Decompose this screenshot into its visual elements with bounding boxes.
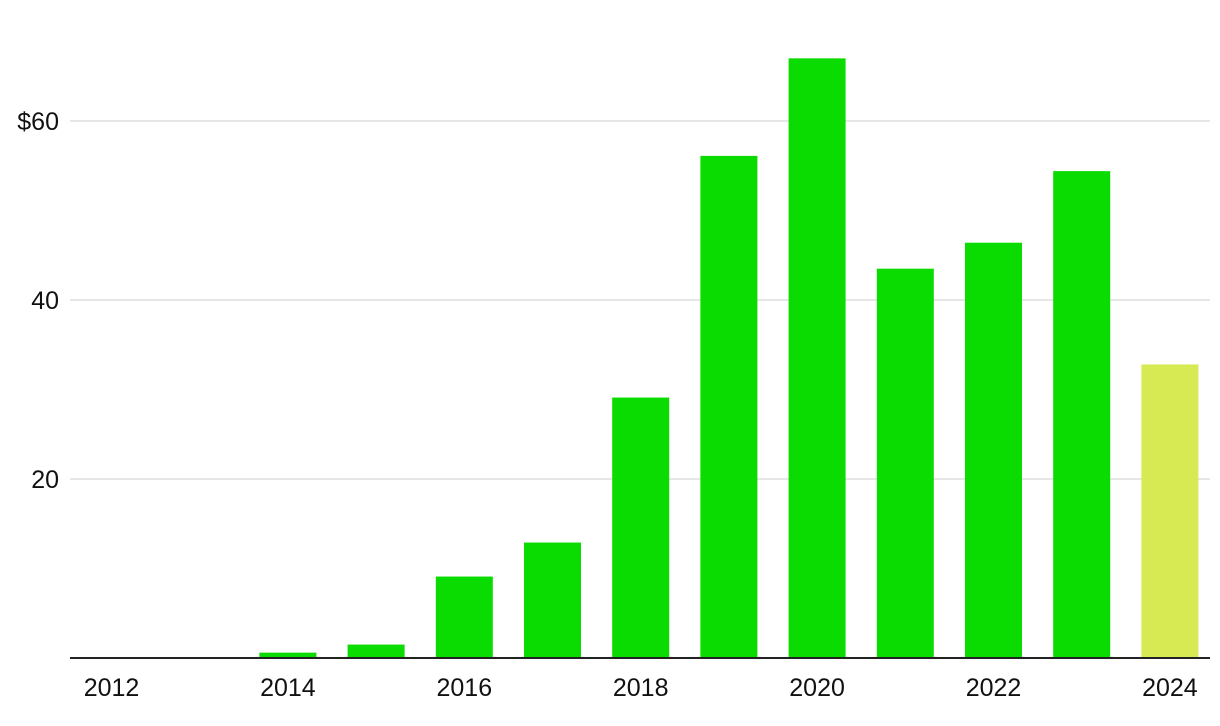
y-tick-label: $60 xyxy=(17,108,59,136)
bar-2023 xyxy=(1053,171,1111,658)
x-tick-label: 2020 xyxy=(789,674,845,702)
bars xyxy=(259,58,1199,659)
y-tick-label: 20 xyxy=(31,466,59,494)
x-tick-label: 2024 xyxy=(1142,674,1198,702)
bar-2021 xyxy=(876,268,934,658)
x-tick-label: 2014 xyxy=(260,674,316,702)
bar-2022 xyxy=(965,242,1022,658)
x-tick-label: 2022 xyxy=(966,674,1022,702)
bar-2024 xyxy=(1141,364,1199,658)
bar-2016 xyxy=(435,576,493,658)
x-axis-tick-labels: 2012 2014 2016 2018 2020 2022 2024 xyxy=(84,674,1198,702)
bar-2014 xyxy=(259,652,317,658)
bar-2018 xyxy=(612,397,670,658)
y-tick-label: 40 xyxy=(31,287,59,315)
bar-2019 xyxy=(700,155,758,658)
y-axis-tick-labels: 20 40 $60 xyxy=(17,108,59,494)
x-tick-label: 2016 xyxy=(436,674,492,702)
bar-2017 xyxy=(524,542,581,658)
bar-2020 xyxy=(788,58,846,659)
x-tick-label: 2018 xyxy=(613,674,669,702)
x-tick-label: 2012 xyxy=(84,674,140,702)
bar-2015 xyxy=(347,644,405,658)
